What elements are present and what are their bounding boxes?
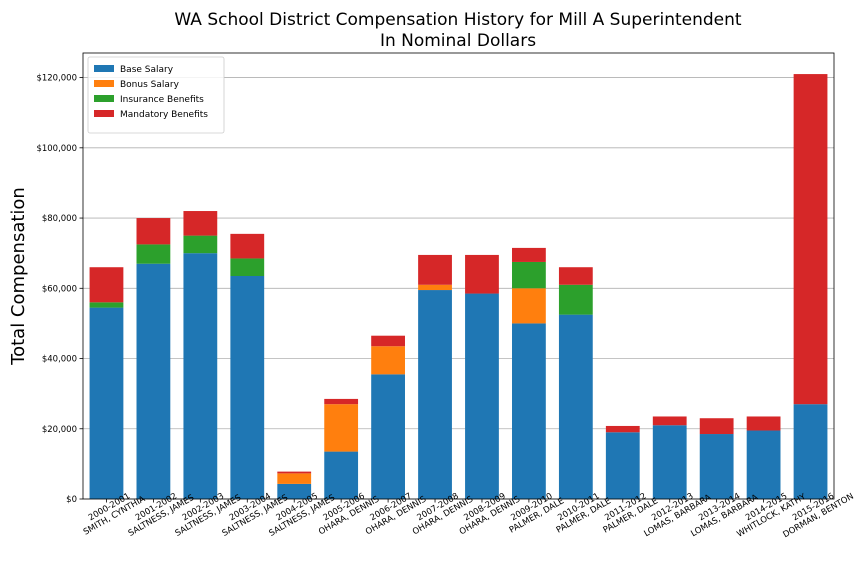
legend-swatch: [94, 95, 114, 102]
bar-segment-bonus-salary: [371, 346, 405, 375]
chart-title: WA School District Compensation History …: [174, 10, 741, 30]
bar-segment-base-salary: [652, 425, 687, 499]
bar-segment-insurance-benefits: [558, 284, 593, 315]
bar-segment-mandatory-benefits: [699, 418, 734, 435]
bar-segment-base-salary: [418, 290, 452, 499]
bar-segment-base-salary: [512, 323, 546, 499]
bar-segment-mandatory-benefits: [277, 471, 312, 474]
bar-segment-bonus-salary: [418, 284, 452, 291]
bar-segment-bonus-salary: [324, 404, 359, 452]
bar-segment-base-salary: [230, 276, 265, 499]
bar-segment-insurance-benefits: [183, 235, 218, 254]
y-tick-label: $120,000: [36, 74, 77, 84]
bar-segment-mandatory-benefits: [512, 247, 546, 262]
bars: [89, 74, 828, 499]
legend-swatch: [94, 65, 114, 72]
legend-label: Bonus Salary: [120, 80, 180, 90]
y-tick-label: $40,000: [42, 355, 77, 365]
bar-segment-mandatory-benefits: [136, 218, 171, 245]
legend-label: Mandatory Benefits: [120, 110, 208, 120]
plot-frame: [82, 52, 835, 500]
bar-segment-mandatory-benefits: [418, 254, 452, 285]
bar-segment-base-salary: [746, 430, 781, 499]
bar-segment-base-salary: [605, 432, 640, 499]
bar-segment-mandatory-benefits: [605, 425, 640, 433]
bar-segment-bonus-salary: [277, 473, 312, 484]
bar-segment-mandatory-benefits: [324, 398, 359, 405]
bar-segment-mandatory-benefits: [746, 416, 781, 431]
y-tick-label: $100,000: [36, 144, 77, 154]
bar-segment-base-salary: [183, 253, 218, 499]
bar-segment-base-salary: [699, 434, 734, 499]
y-tick-label: $80,000: [42, 214, 77, 224]
bar-segment-base-salary: [324, 451, 359, 499]
legend-label: Base Salary: [120, 65, 174, 75]
y-axis-label: Total Compensation: [8, 187, 29, 366]
bar-segment-insurance-benefits: [89, 302, 124, 308]
bar-segment-base-salary: [89, 307, 124, 499]
legend-swatch: [94, 110, 114, 117]
bar-segment-base-salary: [277, 483, 312, 499]
legend-swatch: [94, 80, 114, 87]
bar-segment-base-salary: [465, 293, 499, 499]
bar-segment-mandatory-benefits: [183, 211, 218, 236]
y-tick-label: $20,000: [42, 425, 77, 435]
y-tick-label: $60,000: [42, 284, 77, 294]
bar-segment-mandatory-benefits: [89, 267, 124, 303]
bar-segment-base-salary: [136, 263, 171, 499]
bar-segment-base-salary: [793, 404, 828, 499]
legend: Base Salary Bonus Salary Insurance Benefit…: [87, 56, 225, 134]
legend-box: [87, 56, 225, 134]
bar-segment-mandatory-benefits: [793, 74, 828, 405]
chart-subtitle: In Nominal Dollars: [380, 31, 536, 51]
bar-segment-mandatory-benefits: [371, 335, 405, 347]
bar-segment-base-salary: [371, 374, 405, 499]
bar-segment-insurance-benefits: [230, 258, 265, 276]
bar-segment-base-salary: [558, 314, 593, 499]
legend-label: Insurance Benefits: [120, 95, 204, 105]
bar-segment-insurance-benefits: [136, 244, 171, 264]
bar-segment-mandatory-benefits: [558, 267, 593, 285]
bar-segment-mandatory-benefits: [652, 416, 687, 426]
y-tick-label: $0: [66, 495, 77, 505]
bar-segment-bonus-salary: [512, 288, 546, 324]
bar-segment-mandatory-benefits: [465, 254, 499, 294]
bar-segment-insurance-benefits: [512, 261, 546, 289]
bar-segment-mandatory-benefits: [230, 233, 265, 259]
